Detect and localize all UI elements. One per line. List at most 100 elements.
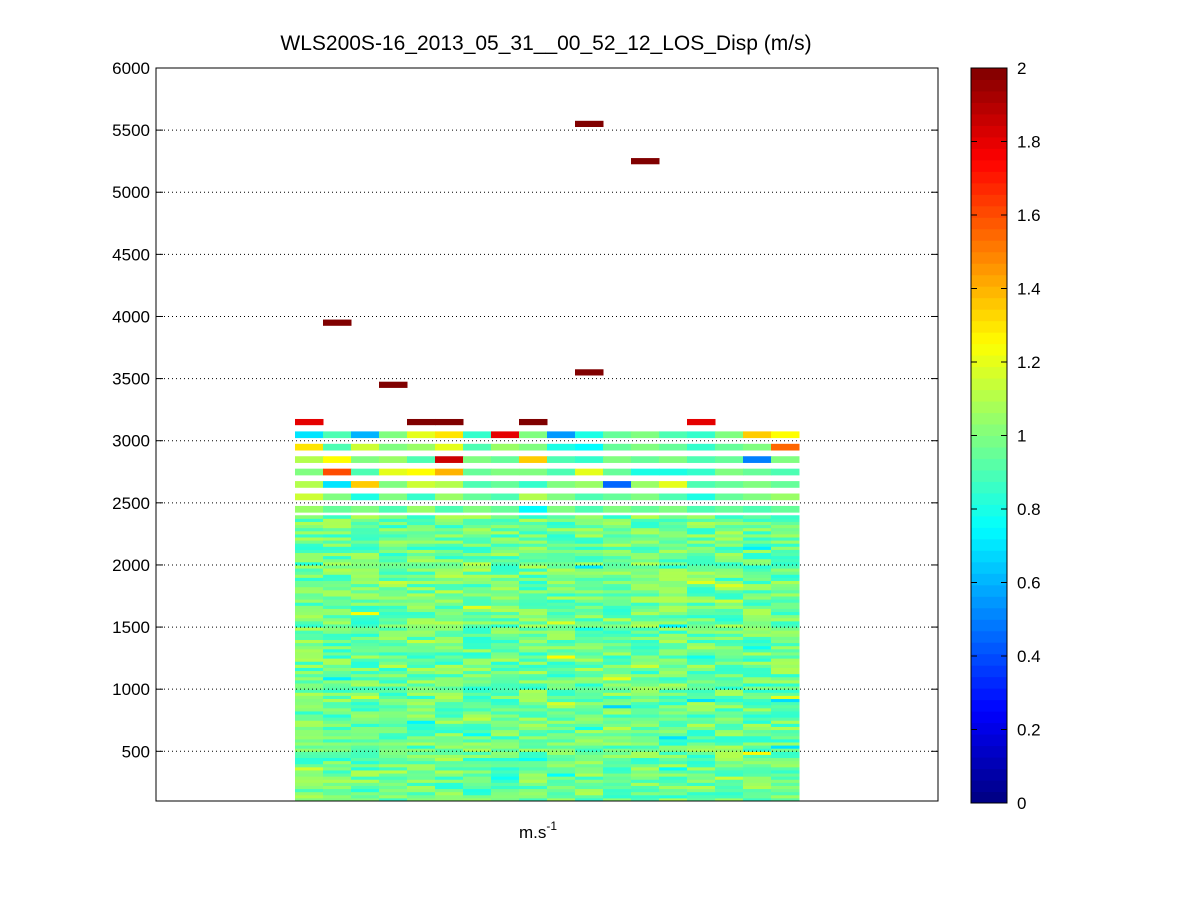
heatmap-cell bbox=[435, 769, 464, 774]
colorbar-step bbox=[971, 538, 1007, 551]
heatmap-cell bbox=[631, 704, 660, 709]
heatmap-cell bbox=[743, 791, 772, 796]
heatmap-cell bbox=[575, 583, 604, 588]
heatmap-cell bbox=[295, 763, 324, 768]
heatmap-cell bbox=[743, 785, 772, 790]
heatmap-cell bbox=[631, 549, 660, 554]
heatmap-cell bbox=[491, 602, 520, 606]
heatmap-cell bbox=[295, 617, 324, 622]
heatmap-cell bbox=[687, 723, 716, 727]
heatmap-cell bbox=[715, 549, 744, 554]
heatmap-cell bbox=[687, 530, 716, 535]
heatmap-cell bbox=[351, 717, 380, 721]
heatmap-cell bbox=[603, 527, 632, 532]
heatmap-cell bbox=[407, 623, 436, 628]
heatmap-cell bbox=[463, 540, 492, 544]
heatmap-cell bbox=[463, 720, 492, 724]
heatmap-cell bbox=[295, 571, 324, 575]
heatmap-cell bbox=[547, 611, 576, 616]
heatmap-cell bbox=[351, 568, 380, 572]
heatmap-cell bbox=[519, 791, 548, 796]
heatmap-cell bbox=[547, 602, 576, 606]
heatmap-cell bbox=[715, 667, 744, 672]
heatmap-cell bbox=[379, 602, 408, 606]
heatmap-cell bbox=[603, 766, 632, 771]
heatmap-cell bbox=[715, 645, 744, 650]
heatmap-cell bbox=[407, 710, 436, 715]
heatmap-cell bbox=[519, 431, 548, 439]
heatmap-cell bbox=[491, 642, 520, 647]
heatmap-cell bbox=[379, 760, 408, 765]
heatmap-cell bbox=[743, 692, 772, 696]
heatmap-cell bbox=[435, 788, 464, 793]
heatmap-cell bbox=[603, 546, 632, 550]
heatmap-cell bbox=[351, 714, 380, 718]
heatmap-cell bbox=[687, 682, 716, 687]
heatmap-cell bbox=[659, 689, 688, 693]
heatmap-cell bbox=[519, 636, 548, 640]
heatmap-cell bbox=[687, 518, 716, 522]
heatmap-cell bbox=[463, 673, 492, 678]
heatmap-cell bbox=[295, 505, 324, 513]
heatmap-cell bbox=[743, 549, 772, 554]
heatmap-cell bbox=[575, 627, 604, 631]
heatmap-cell bbox=[407, 611, 436, 616]
heatmap-cell bbox=[323, 745, 352, 749]
heatmap-plot: 5001000150020002500300035004000450050005… bbox=[112, 59, 939, 802]
heatmap-cell bbox=[435, 533, 464, 538]
heatmap-cell bbox=[323, 788, 352, 793]
heatmap-cell bbox=[407, 658, 436, 662]
colorbar-step bbox=[971, 424, 1007, 436]
heatmap-cell bbox=[687, 710, 716, 715]
heatmap-cell bbox=[379, 710, 408, 715]
heatmap-cell bbox=[715, 481, 744, 488]
heatmap-cell bbox=[407, 686, 436, 690]
heatmap-cell bbox=[463, 776, 492, 780]
heatmap-cell bbox=[575, 611, 604, 616]
heatmap-cell bbox=[575, 636, 604, 640]
heatmap-cell bbox=[491, 682, 520, 687]
heatmap-cell bbox=[491, 751, 520, 755]
heatmap-cell bbox=[715, 648, 744, 653]
heatmap-cell bbox=[771, 549, 800, 554]
heatmap-cell bbox=[463, 599, 492, 603]
heatmap-cell bbox=[771, 583, 800, 588]
heatmap-cell bbox=[771, 599, 800, 603]
heatmap-cell bbox=[519, 493, 548, 501]
heatmap-cell bbox=[575, 577, 604, 581]
heatmap-cell bbox=[351, 552, 380, 557]
heatmap-cell bbox=[491, 530, 520, 535]
heatmap-cell bbox=[603, 515, 632, 519]
heatmap-cell bbox=[491, 794, 520, 799]
heatmap-cell bbox=[631, 679, 660, 684]
heatmap-cell bbox=[659, 611, 688, 616]
heatmap-cell bbox=[463, 518, 492, 522]
heatmap-cell bbox=[463, 707, 492, 712]
y-axis: 5001000150020002500300035004000450050005… bbox=[112, 59, 938, 761]
heatmap-cell bbox=[743, 580, 772, 585]
heatmap-cell bbox=[519, 543, 548, 547]
heatmap-cell bbox=[463, 676, 492, 681]
heatmap-cell bbox=[519, 583, 548, 588]
heatmap-cell bbox=[379, 766, 408, 771]
heatmap-cell bbox=[771, 645, 800, 650]
heatmap-cell bbox=[603, 658, 632, 662]
heatmap-cell bbox=[435, 701, 464, 706]
heatmap-cell bbox=[771, 605, 800, 609]
heatmap-cell bbox=[379, 620, 408, 625]
heatmap-cell bbox=[463, 627, 492, 631]
heatmap-cell bbox=[659, 633, 688, 637]
heatmap-cell bbox=[659, 661, 688, 665]
heatmap-cell bbox=[575, 773, 604, 777]
heatmap-cell bbox=[547, 599, 576, 603]
heatmap-cell bbox=[295, 729, 324, 734]
heatmap-cell bbox=[323, 602, 352, 606]
heatmap-cell bbox=[295, 741, 324, 746]
heatmap-cell bbox=[771, 655, 800, 659]
heatmap-cell bbox=[659, 785, 688, 790]
heatmap-cell bbox=[407, 757, 436, 762]
heatmap-cell bbox=[435, 776, 464, 780]
heatmap-cell bbox=[519, 773, 548, 777]
heatmap-cell bbox=[771, 676, 800, 681]
heatmap-cell bbox=[351, 546, 380, 550]
